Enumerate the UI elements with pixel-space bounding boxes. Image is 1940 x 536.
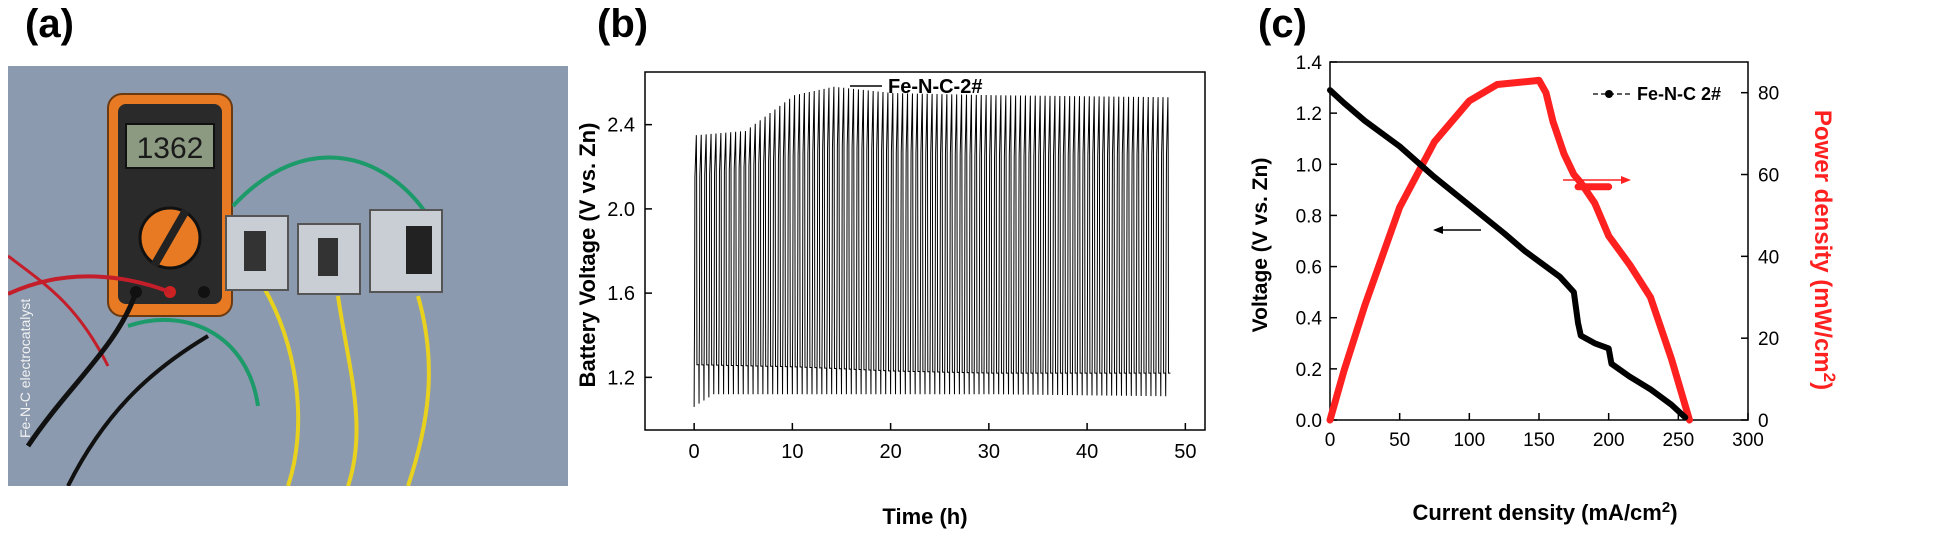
panel-label-c: (c) — [1258, 2, 1307, 46]
chart-b-legend-label: Fe-N-C-2# — [888, 76, 982, 98]
chart-b-y-tick-label: 2.4 — [607, 115, 635, 137]
chart-c-y-left-tick-label: 0.6 — [1296, 258, 1322, 279]
meter-display: 1362 — [137, 132, 204, 165]
chart-c-ylabel-right: Power density (mW/cm2) — [1809, 110, 1840, 390]
chart-c-ylabel-left: Voltage (V vs. Zn) — [1249, 158, 1272, 333]
chart-b-x-tick-label: 30 — [978, 441, 1000, 463]
black-wire — [25, 291, 139, 448]
chart-b-x-tick-label: 0 — [689, 441, 700, 463]
panel-label-a: (a) — [25, 2, 74, 46]
chart-b-frame — [644, 71, 1206, 431]
chart-c-x-tick-label: 0 — [1325, 430, 1336, 451]
chart-c-y-left-tick-label: 1.4 — [1296, 53, 1323, 74]
chart-c-y-right-tick-label: 20 — [1758, 329, 1779, 350]
chart-b-x-tick-label: 40 — [1076, 441, 1098, 463]
chart-b-y-tick-label: 1.6 — [607, 283, 635, 305]
chart-c-y-left-tick-label: 0.4 — [1296, 309, 1323, 330]
chart-c-x-tick-label: 250 — [1662, 430, 1694, 451]
chart-c-x-tick-label: 100 — [1453, 430, 1485, 451]
voltage-axis-arrow — [1433, 226, 1481, 234]
green-wire — [127, 317, 260, 407]
chart-b-y-tick-label: 1.2 — [607, 367, 635, 389]
chart-c-voltage-series — [1327, 87, 1689, 421]
device-photo: 1362 Fe-N-C electrocatalyst — [8, 66, 568, 486]
chart-b-y-tick-label: 2.0 — [607, 199, 635, 221]
chart-c-y-left-tick-label: 0.0 — [1296, 411, 1322, 432]
chart-c-legend: Fe-N-C 2# — [1593, 84, 1721, 104]
chart-c-legend-label: Fe-N-C 2# — [1637, 84, 1721, 104]
chart-c-x-tick-label: 300 — [1732, 430, 1764, 451]
chart-c-y-right-tick-label: 60 — [1758, 166, 1779, 187]
multimeter: 1362 — [107, 93, 233, 317]
chart-c-frame — [1329, 61, 1749, 421]
red-wire — [8, 274, 171, 296]
chart-b: 0 10 20 30 40 50 1.2 1.6 2.0 2.4 Time (h) Battery… — [575, 71, 1206, 529]
chart-c-y-right-tick-label: 0 — [1758, 411, 1769, 432]
chart-c-voltage-curve — [1327, 87, 1689, 421]
chart-c-y-right-tick-label: 80 — [1758, 84, 1779, 105]
chart-c-x-tick-label: 200 — [1593, 430, 1625, 451]
photo-side-text: Fe-N-C electrocatalyst — [17, 299, 33, 438]
zinc-air-cells — [225, 209, 443, 295]
chart-c-x-tick-label: 150 — [1523, 430, 1555, 451]
chart-c-y-left-tick-label: 0.8 — [1296, 206, 1322, 227]
chart-c-power-curve — [1326, 76, 1693, 424]
chart-b-xlabel: Time (h) — [882, 504, 967, 529]
chart-b-x-tick-label: 50 — [1174, 441, 1196, 463]
chart-b-x-tick-label: 20 — [879, 441, 901, 463]
power-axis-arrow — [1563, 176, 1631, 184]
chart-c-x-tick-label: 50 — [1389, 430, 1410, 451]
chart-c-y-left-tick-label: 1.0 — [1296, 155, 1322, 176]
chart-c-y-right-tick-label: 40 — [1758, 247, 1779, 268]
chart-c-xlabel: Current density (mA/cm2) — [1412, 499, 1677, 526]
chart-b-x-tick-label: 10 — [781, 441, 803, 463]
chart-c-y-left-tick-label: 0.2 — [1296, 360, 1322, 381]
panel-label-b: (b) — [597, 2, 649, 46]
chart-c: 0 50 100 150 200 250 3000.00.20.40.60.81.01.21… — [1249, 53, 1840, 526]
chart-b-series-lines — [693, 86, 1171, 407]
chart-b-ylabel: Battery Voltage (V vs. Zn) — [575, 123, 600, 388]
chart-c-y-left-tick-label: 1.2 — [1296, 104, 1322, 125]
chart-b-series-fe-n-c-2 — [693, 86, 1171, 407]
chart-c-power-series — [1326, 76, 1693, 424]
yellow-wire — [261, 284, 301, 486]
